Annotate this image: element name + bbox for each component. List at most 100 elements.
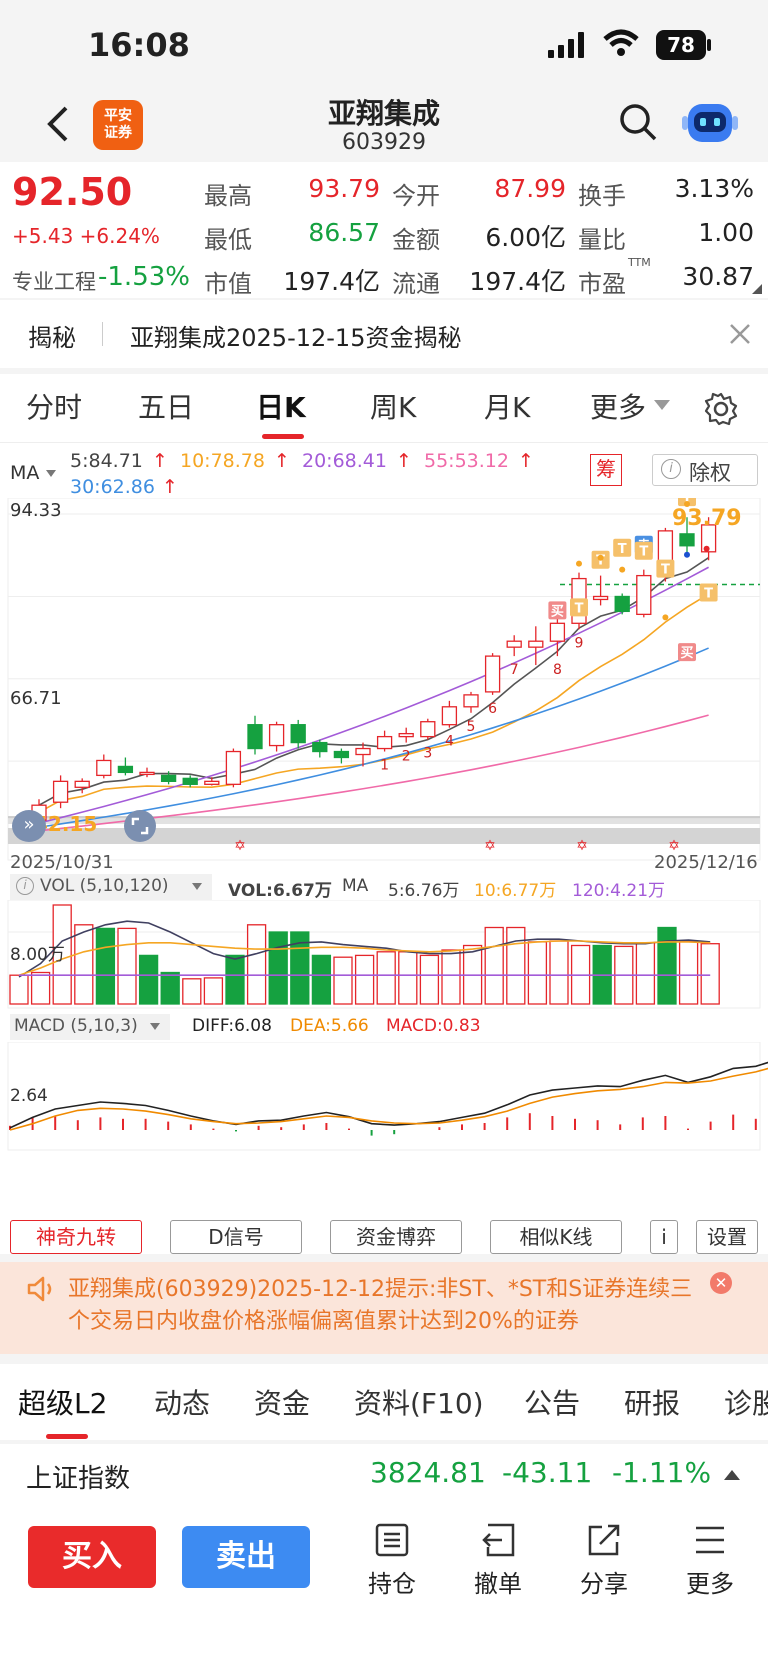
volume-bar [225,954,245,1005]
volume-chart[interactable] [0,900,768,1010]
volume-bar [290,931,310,1005]
exright-button[interactable]: i 除权 [652,454,758,486]
volume-bar [678,940,699,1005]
tab-diagnosis[interactable]: 诊股 [724,1387,768,1420]
date-start: 2025/10/31 [10,852,114,873]
close-icon[interactable] [728,322,752,346]
caret-down-icon [192,883,202,890]
ma20-line [38,566,709,824]
caret-down-icon [150,1023,160,1030]
ma10-value: 10:78.78 [180,450,265,472]
caret-up-icon[interactable] [724,1470,740,1480]
volume-bar [635,942,656,1005]
back-icon[interactable] [44,104,70,144]
macd-chart[interactable] [0,1042,768,1152]
caret-down-icon [654,400,670,410]
search-icon[interactable] [618,102,658,142]
sell-button[interactable]: 卖出 [182,1526,310,1588]
d-signal-button[interactable]: D信号 [170,1220,302,1254]
more-label: 更多 [686,1570,734,1598]
assistant-robot-icon[interactable] [682,96,738,148]
settings-gear-icon[interactable] [704,392,738,426]
value-pe: 30.87 [682,262,754,291]
active-tab-indicator [262,434,304,439]
stock-name: 亚翔集成 [327,97,440,130]
candle-body [528,640,544,648]
candlestick-chart[interactable]: 123456789买买卖TTTTTTT✡✡✡✡ [0,498,768,878]
signal-tag-label: T [639,545,648,560]
more-tools-button[interactable]: i [650,1220,678,1254]
signal-tag [548,601,567,620]
chip-distribution-button[interactable]: 筹 [590,454,622,486]
tab-funds[interactable]: 资金 [254,1387,311,1420]
tab-five-day[interactable]: 五日 [138,391,195,424]
tab-announcements[interactable]: 公告 [524,1387,581,1420]
ma30-value: 30:62.86 [70,476,155,498]
volume-bar [549,940,569,1005]
positions-button[interactable]: 持仓 [352,1522,432,1602]
zoom-icon[interactable] [124,810,156,842]
up-arrow-icon: ↑ [152,450,168,472]
signal-tag [699,583,718,602]
index-ticker[interactable]: 上证指数 3824.81 -43.11 -1.11% [0,1444,768,1512]
volume-bar [354,954,375,1005]
status-bar: 16:08 78 [0,0,768,90]
candle-body [139,771,155,776]
tab-more[interactable]: 更多 [590,391,647,424]
value-float-cap: 197.4亿 [469,267,566,296]
candle-body [74,780,90,788]
macd-indicator-selector[interactable]: MACD (5,10,3) [10,1014,170,1040]
macd-dea-line [9,1067,768,1131]
tab-weekly-k[interactable]: 周K [370,391,417,424]
similar-kline-button[interactable]: 相似K线 [490,1220,622,1254]
nine-turn-number: 8 [553,662,562,678]
nine-turn-number: 6 [488,701,497,717]
capital-reveal-banner[interactable]: 揭秘 亚翔集成2025-12-15资金揭秘 [0,300,768,368]
sector-name[interactable]: 专业工程 [12,270,96,294]
notice-close-icon[interactable]: ✕ [710,1272,732,1294]
expand-left-icon[interactable]: » [12,810,46,842]
candle-body [96,759,112,777]
volume-bar [182,978,202,1005]
candle-body [636,574,652,616]
tab-intraday[interactable]: 分时 [26,391,83,424]
vol-indicator-selector[interactable]: i VOL (5,10,120) [10,874,212,900]
label-volume-ratio: 量比 [578,226,626,254]
tab-daily-k[interactable]: 日K [256,391,306,424]
positions-label: 持仓 [368,1570,416,1598]
tab-profile[interactable]: 资料(F10) [354,1387,484,1420]
tab-research[interactable]: 研报 [624,1387,681,1420]
tab-news[interactable]: 动态 [154,1387,211,1420]
sector-change[interactable]: -1.53% [98,262,190,292]
broker-logo: 平安 证券 [93,100,143,150]
tool-settings-button[interactable]: 设置 [696,1220,758,1254]
share-button[interactable]: 分享 [564,1522,644,1602]
vol-value: VOL:6.67万 [228,881,332,901]
capital-game-button[interactable]: 资金博弈 [330,1220,462,1254]
expand-corner-icon[interactable] [752,284,762,294]
signal-tag [570,598,588,617]
chart-panel: 分时 五日 日K 周K 月K 更多 MA 5:84.71 ↑ 10:78.78 … [0,374,768,1254]
ma-selector[interactable]: MA [10,462,40,484]
tab-monthly-k[interactable]: 月K [484,391,531,424]
buy-button[interactable]: 买入 [28,1526,156,1588]
magic-nine-button[interactable]: 神奇九转 [10,1220,142,1254]
signal-tag-label: T [618,542,627,557]
candle-body [52,780,69,803]
date-end: 2025/12/16 [654,852,758,873]
risk-notice[interactable]: 亚翔集成(603929)2025-12-12提示:非ST、*ST和S证券连续三个… [0,1262,768,1354]
volume-bar [700,943,720,1005]
vol-axis-label: 8.00万 [10,945,65,965]
volume-bar [333,956,353,1005]
candle-body [614,595,630,613]
macd-value: MACD:0.83 [386,1016,481,1036]
candle-body [506,640,522,648]
tab-super-l2[interactable]: 超级L2 [18,1387,108,1420]
index-value: 3824.81 [370,1456,486,1489]
more-button[interactable]: 更多 [670,1522,750,1602]
battery-icon: 78 [656,30,706,60]
candle-body [700,524,717,553]
ma30-line [38,647,709,829]
cancel-order-button[interactable]: 撤单 [458,1522,538,1602]
high-annotation: 93.79 [672,506,742,531]
